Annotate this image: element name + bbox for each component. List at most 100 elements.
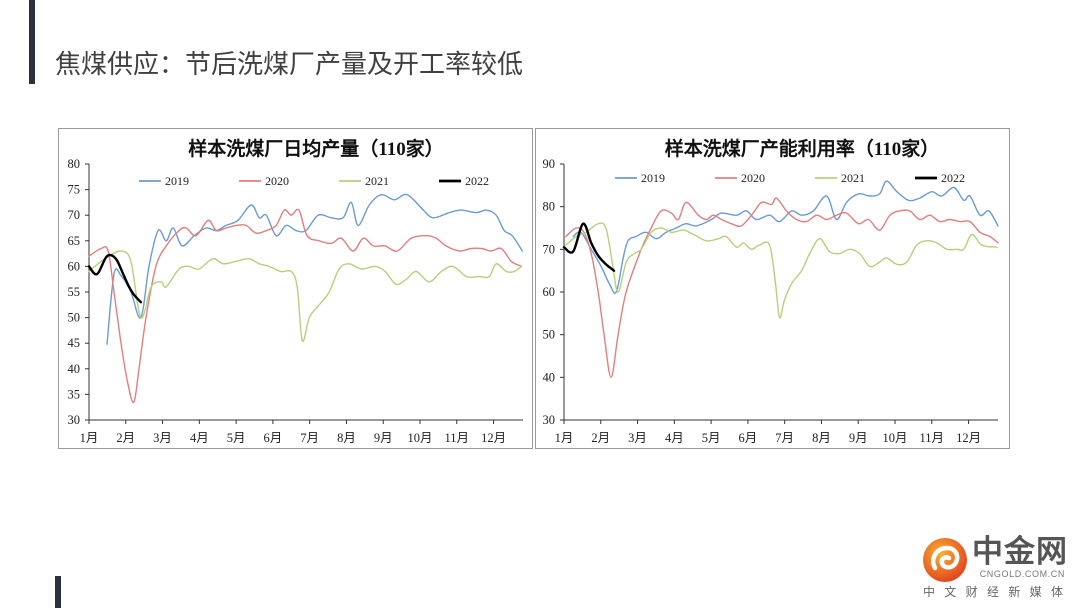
data-point-2019 [485,209,488,212]
data-point-2021 [280,270,283,273]
data-point-2021 [705,239,708,242]
data-point-2021 [640,248,643,251]
data-point-2020 [113,291,116,294]
data-point-2021 [604,227,607,230]
data-point-2021 [328,291,331,294]
y-tick-label: 50 [543,328,556,342]
y-tick-label: 30 [68,413,81,427]
data-point-2022 [88,265,91,268]
data-point-2019 [205,227,208,230]
accent-bar-top [29,0,35,84]
data-point-2020 [878,229,881,232]
x-tick-label: 8月 [337,431,356,445]
data-point-2020 [165,244,168,247]
data-point-2020 [969,220,972,223]
data-point-2021 [980,244,983,247]
data-point-2021 [670,231,673,234]
data-point-2022 [106,255,109,258]
data-point-2020 [500,247,503,250]
data-point-2021 [742,241,745,244]
series-2019 [572,180,1000,294]
data-point-2019 [675,227,678,230]
data-point-2020 [712,214,715,217]
data-point-2019 [448,211,451,214]
data-point-2020 [384,244,387,247]
data-point-2020 [650,227,653,230]
data-point-2021 [222,262,225,265]
data-point-2020 [845,212,848,215]
data-point-2019 [275,234,278,237]
data-point-2020 [290,214,293,217]
series-2021 [88,250,523,343]
data-point-2019 [812,209,815,212]
data-point-2021 [308,316,311,319]
y-tick-label: 80 [543,200,556,214]
series-line-2021 [565,222,998,319]
legend-item-2019: 2019 [615,171,665,185]
data-point-2021 [513,270,516,273]
data-point-2021 [384,270,387,273]
data-point-2019 [868,195,871,198]
y-tick-label: 90 [543,157,556,171]
series-2022 [87,253,143,304]
data-point-2021 [633,252,636,255]
data-point-2019 [800,214,803,217]
x-tick-label: 4月 [665,431,684,445]
data-point-2019 [622,256,625,259]
data-point-2020 [138,367,141,370]
data-point-2019 [997,224,1000,227]
data-point-2020 [670,212,673,215]
data-point-2019 [380,193,383,196]
y-tick-label: 70 [68,208,81,222]
data-point-2021 [428,280,431,283]
data-point-2022 [132,293,135,296]
data-point-2020 [918,218,921,221]
data-point-2020 [185,227,188,230]
data-point-2019 [790,209,793,212]
x-tick-label: 9月 [849,431,868,445]
y-tick-label: 55 [68,285,81,299]
data-point-2020 [815,214,818,217]
data-point-2020 [352,250,355,253]
data-point-2019 [600,265,603,268]
y-tick-label: 75 [68,183,81,197]
data-point-2019 [768,214,771,217]
data-point-2020 [575,227,578,230]
data-point-2020 [835,214,838,217]
data-point-2022 [597,254,600,257]
data-point-2021 [488,275,491,278]
data-point-2019 [342,216,345,219]
data-point-2020 [480,247,483,250]
data-point-2021 [660,227,663,230]
x-tick-label: 8月 [812,431,831,445]
data-point-2020 [785,209,788,212]
x-tick-label: 2月 [116,431,135,445]
x-tick-label: 6月 [264,431,283,445]
data-point-2019 [432,216,435,219]
data-point-2019 [940,195,943,198]
data-point-2021 [878,261,881,264]
data-point-2020 [603,333,606,336]
data-point-2020 [938,220,941,223]
data-point-2019 [475,211,478,214]
data-point-2021 [395,283,398,286]
x-tick-label: 12月 [481,431,506,445]
data-point-2019 [350,201,353,204]
data-point-2020 [330,242,333,245]
data-point-2019 [969,195,972,198]
x-tick-label: 1月 [555,431,574,445]
data-point-2021 [88,270,91,273]
data-point-2019 [755,218,758,221]
data-point-2020 [697,214,700,217]
logo-tagline: 中 文 财 经 新 媒 体 [922,585,1066,599]
data-point-2020 [997,241,1000,244]
data-point-2021 [848,248,851,251]
x-tick-label: 10月 [408,431,433,445]
series-line-2019 [572,180,999,294]
data-point-2021 [268,265,271,268]
legend-item-2019: 2019 [139,174,189,188]
data-point-2020 [625,291,628,294]
data-point-2019 [907,199,910,202]
data-point-2021 [452,265,455,268]
data-point-2022 [613,269,616,272]
